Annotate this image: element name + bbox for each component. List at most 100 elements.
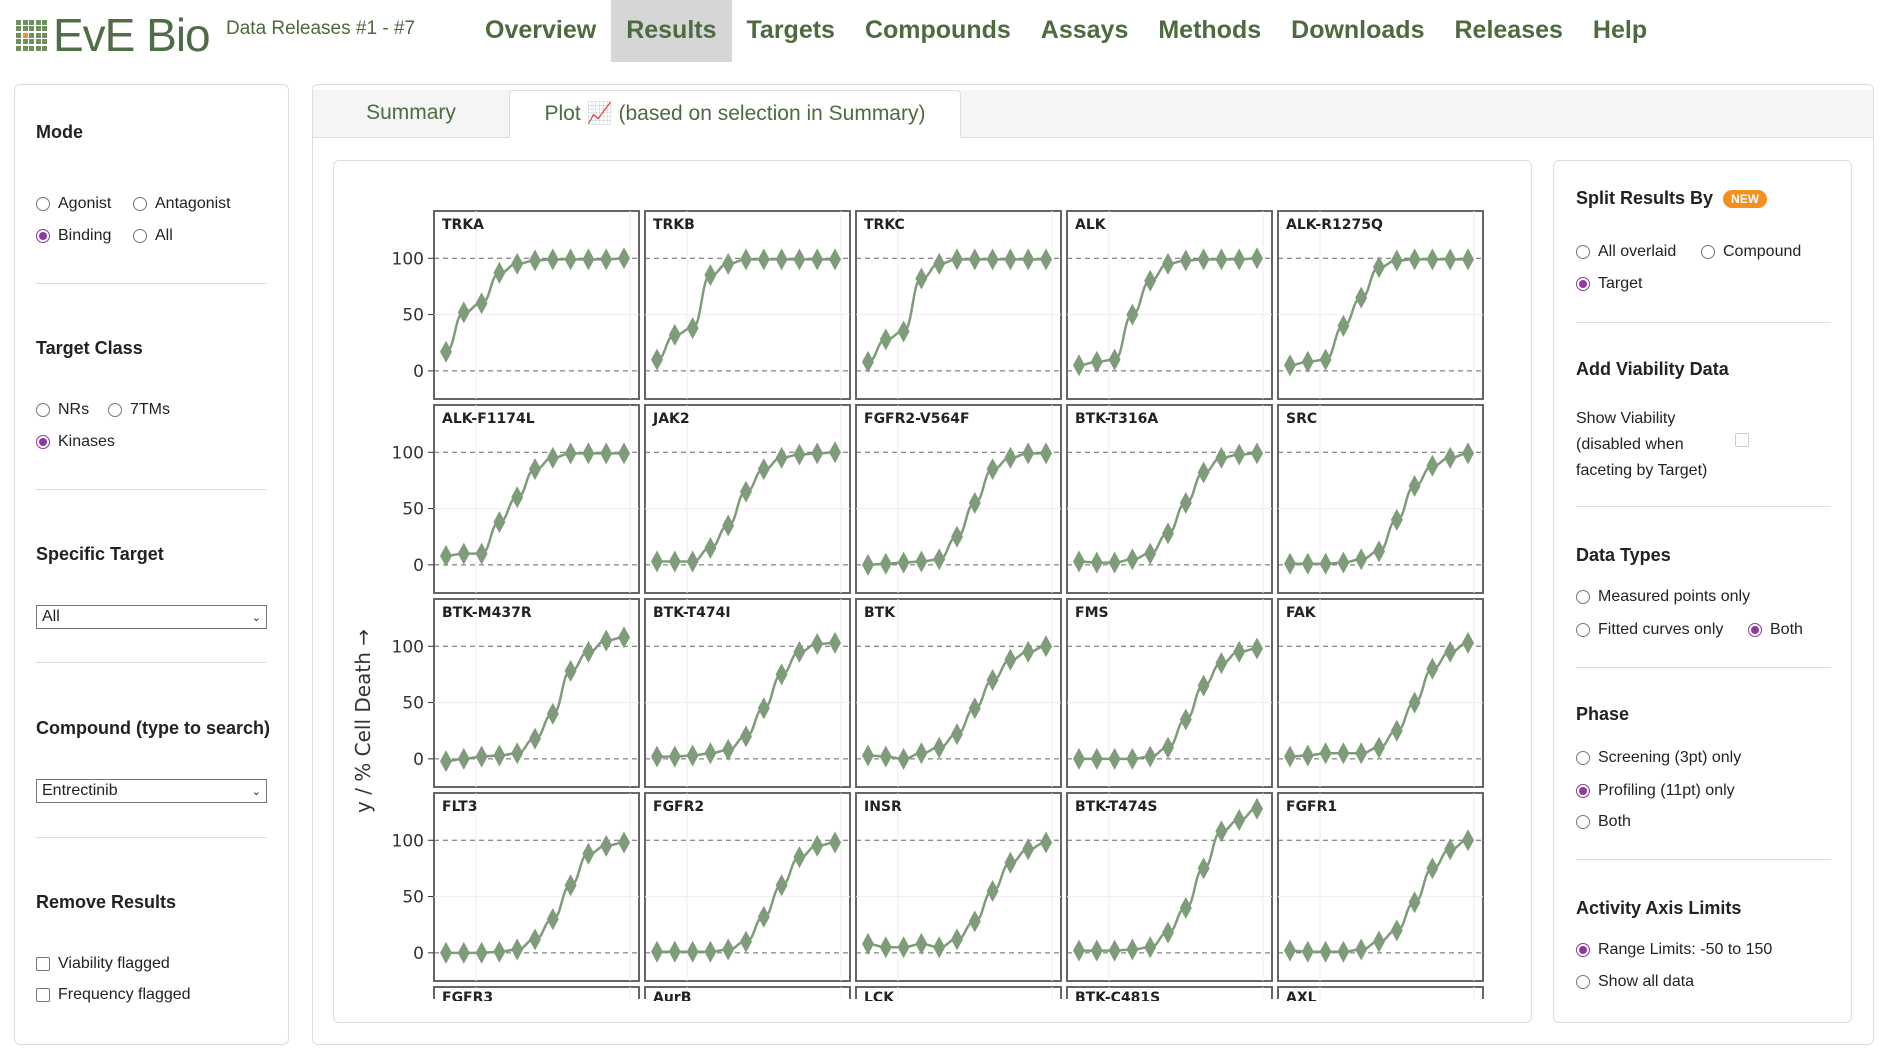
data-point — [1090, 551, 1103, 574]
facet-panel-insr: INSR — [855, 792, 1062, 982]
data-point — [1337, 551, 1350, 574]
data-point — [757, 458, 770, 481]
data-point — [757, 697, 770, 720]
data-point — [740, 480, 752, 503]
data-point — [440, 544, 452, 567]
tab-summary[interactable]: Summary — [366, 101, 456, 124]
radio-target[interactable]: Target — [1576, 275, 1642, 293]
facet-panel-trka: TRKA — [433, 210, 640, 400]
tab-plot[interactable]: Plot 📈 (based on selection in Summary) — [509, 90, 961, 138]
show-viability-checkbox[interactable] — [1735, 433, 1749, 447]
radio-screening[interactable]: Screening (3pt) only — [1576, 749, 1741, 767]
split-title: Split Results By NEW — [1576, 188, 1768, 209]
data-point — [915, 550, 928, 573]
data-point — [651, 745, 663, 768]
data-point — [1108, 747, 1121, 770]
data-point — [1144, 269, 1157, 292]
data-point — [862, 744, 874, 767]
data-point — [511, 486, 524, 509]
data-point — [618, 247, 630, 270]
nav-help[interactable]: Help — [1592, 16, 1648, 44]
radio-all[interactable]: All — [133, 227, 173, 245]
nav-methods[interactable]: Methods — [1158, 16, 1262, 44]
data-point — [475, 292, 488, 315]
radio-measured-points[interactable]: Measured points only — [1576, 588, 1750, 606]
panel-title: FAK — [1286, 605, 1317, 621]
facet-panel-axl: AXL — [1277, 986, 1484, 1006]
panel-title: FMS — [1075, 605, 1109, 621]
data-point — [1108, 348, 1121, 371]
data-point — [1355, 548, 1368, 571]
data-point — [582, 248, 595, 271]
facet-panel-btk-m437r: BTK-M437R — [433, 598, 640, 788]
data-point — [879, 552, 892, 575]
panel-frame — [644, 986, 851, 999]
radio-binding[interactable]: Binding — [36, 227, 111, 245]
data-point — [740, 725, 752, 748]
specific-target-title: Specific Target — [36, 544, 164, 564]
radio-range-limits[interactable]: Range Limits: -50 to 150 — [1576, 941, 1772, 959]
facet-panel-fms: FMS — [1066, 598, 1273, 788]
data-point — [704, 264, 717, 287]
target-class-title: Target Class — [36, 338, 143, 358]
radio-compound[interactable]: Compound — [1701, 243, 1801, 261]
radio-fitted-curves[interactable]: Fitted curves only — [1576, 621, 1723, 639]
data-point — [1284, 745, 1296, 768]
radio-kinases[interactable]: Kinases — [36, 433, 115, 451]
radio-show-all[interactable]: Show all data — [1576, 973, 1694, 991]
data-point — [933, 736, 946, 759]
panel-title: AXL — [1286, 990, 1317, 1001]
data-point — [618, 442, 630, 465]
data-point — [862, 553, 874, 576]
data-point — [793, 640, 806, 663]
nav-overview[interactable]: Overview — [485, 16, 597, 44]
data-point — [475, 745, 488, 768]
nav-compounds[interactable]: Compounds — [864, 16, 1011, 44]
compound-select[interactable]: Entrectinib ⌄ — [36, 779, 267, 803]
compound-title: Compound (type to search) — [36, 718, 271, 738]
data-point — [986, 669, 999, 692]
panel-title: SRC — [1286, 411, 1317, 427]
data-point — [1126, 938, 1139, 961]
radio-all-overlaid[interactable]: All overlaid — [1576, 243, 1676, 261]
radio-profiling[interactable]: Profiling (11pt) only — [1576, 782, 1735, 800]
radio-both-phase[interactable]: Both — [1576, 813, 1631, 831]
data-point — [1301, 940, 1314, 963]
data-point — [1004, 648, 1017, 671]
data-point — [704, 536, 717, 559]
data-point — [564, 248, 577, 271]
y-tick-label: 100 — [392, 249, 424, 269]
panel-frame — [1277, 986, 1484, 999]
data-point — [1284, 552, 1296, 575]
panel-frame — [433, 986, 640, 999]
divider — [1576, 322, 1831, 323]
data-point — [1373, 540, 1385, 563]
data-point — [1179, 708, 1192, 731]
checkbox-frequency-flagged[interactable]: Frequency flagged — [36, 986, 191, 1004]
specific-target-select[interactable]: All ⌄ — [36, 605, 267, 629]
radio-nrs[interactable]: NRs — [36, 401, 89, 419]
checkbox-viability-flagged[interactable]: Viability flagged — [36, 955, 170, 973]
radio-7tms[interactable]: 7TMs — [108, 401, 170, 419]
radio-antagonist[interactable]: Antagonist — [133, 195, 231, 213]
y-tick-label: 50 — [402, 500, 424, 520]
plot-scroll-area[interactable]: y / % Cell Death → TRKA 0 50 100 TRKB TRKC ALK A… — [334, 161, 1533, 1006]
nav-assays[interactable]: Assays — [1040, 16, 1129, 44]
facet-panel-src: SRC — [1277, 404, 1484, 594]
nav-releases[interactable]: Releases — [1454, 16, 1563, 44]
viability-title: Add Viability Data — [1576, 359, 1729, 379]
data-point — [1462, 829, 1474, 852]
panel-title: ALK-F1174L — [442, 411, 535, 427]
radio-agonist[interactable]: Agonist — [36, 195, 111, 213]
data-point — [1251, 637, 1263, 660]
data-point — [1444, 838, 1457, 861]
logo[interactable]: EvE Bio — [16, 8, 211, 62]
panel-title: BTK-M437R — [442, 605, 532, 621]
radio-both-data[interactable]: Both — [1748, 621, 1803, 639]
nav-targets[interactable]: Targets — [746, 16, 835, 44]
nav-downloads[interactable]: Downloads — [1291, 16, 1425, 44]
nav-results[interactable]: Results — [611, 0, 732, 62]
facet-panel-btk-c481s: BTK-C481S — [1066, 986, 1273, 1006]
data-point — [1284, 939, 1296, 962]
panel-title: BTK — [864, 605, 896, 621]
